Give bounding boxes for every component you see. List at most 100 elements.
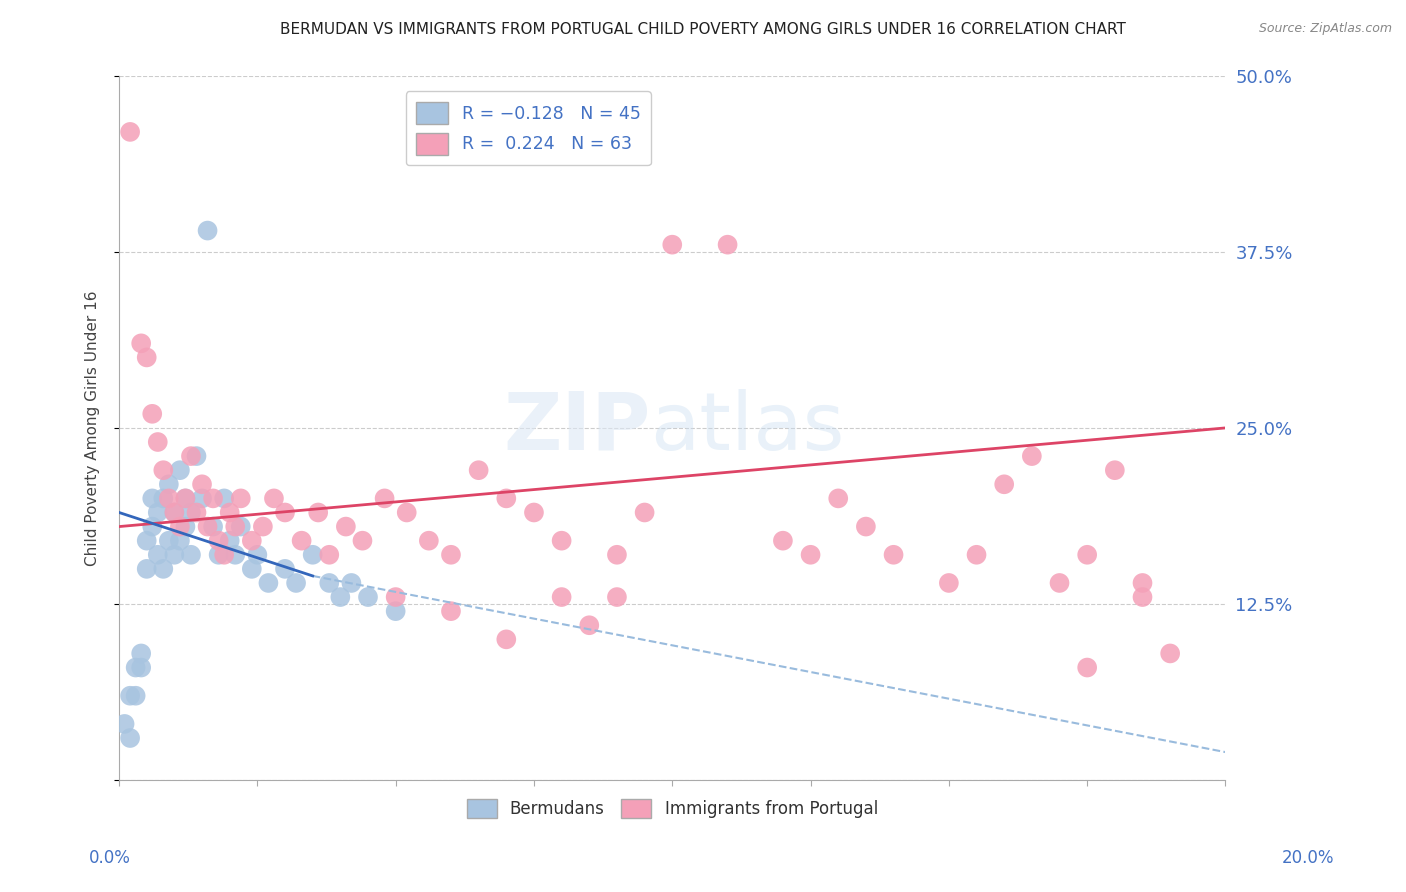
Point xyxy=(135,562,157,576)
Point xyxy=(152,562,174,576)
Point xyxy=(252,519,274,533)
Point xyxy=(157,477,180,491)
Text: 0.0%: 0.0% xyxy=(89,849,131,867)
Point xyxy=(180,548,202,562)
Point xyxy=(120,689,142,703)
Point xyxy=(135,533,157,548)
Point xyxy=(224,548,246,562)
Point xyxy=(124,689,146,703)
Point xyxy=(374,491,396,506)
Point xyxy=(152,491,174,506)
Text: 20.0%: 20.0% xyxy=(1281,849,1334,867)
Point xyxy=(495,491,517,506)
Point xyxy=(174,491,197,506)
Point xyxy=(418,533,440,548)
Point xyxy=(523,506,546,520)
Point xyxy=(395,506,418,520)
Point xyxy=(1049,576,1071,591)
Point xyxy=(129,336,152,351)
Point xyxy=(197,223,219,237)
Point xyxy=(212,548,235,562)
Point xyxy=(240,533,263,548)
Point xyxy=(169,533,191,548)
Point xyxy=(352,533,374,548)
Point xyxy=(146,435,169,450)
Point xyxy=(229,491,252,506)
Point xyxy=(550,590,572,604)
Point xyxy=(1076,660,1098,674)
Point xyxy=(146,506,169,520)
Point xyxy=(1159,647,1181,661)
Point xyxy=(285,576,308,591)
Point xyxy=(191,491,214,506)
Point xyxy=(440,604,463,618)
Point xyxy=(114,717,136,731)
Point xyxy=(772,533,794,548)
Point xyxy=(207,533,229,548)
Point xyxy=(202,491,225,506)
Point xyxy=(174,519,197,533)
Point xyxy=(157,533,180,548)
Text: BERMUDAN VS IMMIGRANTS FROM PORTUGAL CHILD POVERTY AMONG GIRLS UNDER 16 CORRELAT: BERMUDAN VS IMMIGRANTS FROM PORTUGAL CHI… xyxy=(280,22,1126,37)
Point xyxy=(157,491,180,506)
Point xyxy=(169,463,191,477)
Point xyxy=(229,519,252,533)
Point xyxy=(146,548,169,562)
Point xyxy=(224,519,246,533)
Point xyxy=(129,647,152,661)
Point xyxy=(357,590,380,604)
Point xyxy=(440,548,463,562)
Point xyxy=(340,576,363,591)
Point xyxy=(661,237,683,252)
Point xyxy=(578,618,600,632)
Point xyxy=(495,632,517,647)
Point xyxy=(606,548,628,562)
Point xyxy=(141,519,163,533)
Point xyxy=(246,548,269,562)
Point xyxy=(606,590,628,604)
Point xyxy=(938,576,960,591)
Point xyxy=(124,660,146,674)
Point xyxy=(129,660,152,674)
Point xyxy=(467,463,489,477)
Point xyxy=(191,477,214,491)
Point xyxy=(169,519,191,533)
Point xyxy=(163,548,186,562)
Point xyxy=(274,506,297,520)
Point xyxy=(141,407,163,421)
Point xyxy=(966,548,988,562)
Point xyxy=(163,506,186,520)
Point xyxy=(1132,590,1154,604)
Point xyxy=(291,533,314,548)
Point xyxy=(141,491,163,506)
Point xyxy=(240,562,263,576)
Point xyxy=(827,491,849,506)
Point xyxy=(180,449,202,463)
Point xyxy=(335,519,357,533)
Point xyxy=(307,506,329,520)
Legend: Bermudans, Immigrants from Portugal: Bermudans, Immigrants from Portugal xyxy=(460,792,884,825)
Point xyxy=(384,590,406,604)
Text: Source: ZipAtlas.com: Source: ZipAtlas.com xyxy=(1258,22,1392,36)
Point xyxy=(993,477,1015,491)
Point xyxy=(218,533,240,548)
Point xyxy=(1132,576,1154,591)
Point xyxy=(174,491,197,506)
Point xyxy=(218,506,240,520)
Point xyxy=(855,519,877,533)
Point xyxy=(120,125,142,139)
Point xyxy=(186,449,208,463)
Point xyxy=(207,548,229,562)
Text: atlas: atlas xyxy=(650,389,845,467)
Point xyxy=(1104,463,1126,477)
Point xyxy=(1021,449,1043,463)
Point xyxy=(257,576,280,591)
Point xyxy=(120,731,142,745)
Point xyxy=(633,506,655,520)
Point xyxy=(180,506,202,520)
Point xyxy=(186,506,208,520)
Point xyxy=(135,351,157,365)
Point xyxy=(212,491,235,506)
Text: ZIP: ZIP xyxy=(503,389,650,467)
Point xyxy=(197,519,219,533)
